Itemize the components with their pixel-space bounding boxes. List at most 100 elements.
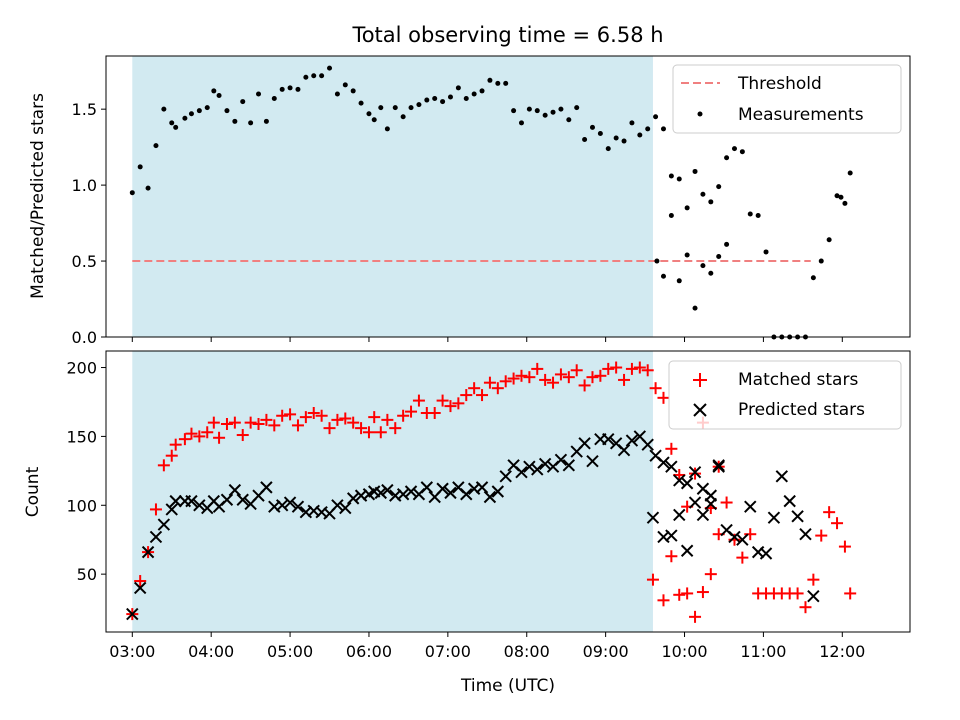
measurement-point	[589, 124, 595, 130]
y-tick-label: 100	[66, 496, 97, 515]
predicted-star-marker	[228, 483, 242, 497]
matched-star-marker	[134, 575, 147, 588]
measurement-point	[196, 108, 202, 114]
measurement-point	[747, 211, 753, 217]
legend-threshold-label: Threshold	[737, 74, 822, 94]
measurement-point	[295, 86, 301, 92]
measurement-point	[455, 85, 461, 91]
matched-star-marker	[307, 406, 320, 419]
top-y-ticks: 0.0 0.5 1.0 1.5	[72, 100, 106, 347]
predicted-star-marker	[617, 443, 631, 457]
measurement-point	[676, 176, 682, 182]
predicted-star-marker	[499, 470, 512, 483]
matched-star-marker	[405, 405, 418, 418]
measurement-point	[224, 108, 230, 114]
matched-star-marker	[649, 382, 662, 395]
matched-star-marker	[412, 394, 425, 407]
measurement-point	[700, 263, 706, 269]
x-tick-label: 12:00	[819, 642, 865, 661]
predicted-star-marker	[665, 529, 678, 542]
matched-star-marker	[220, 418, 233, 431]
measurement-point	[645, 126, 651, 132]
measurement-point	[654, 258, 660, 264]
measurement-point	[334, 91, 340, 97]
measurement-point	[834, 193, 840, 199]
measurement-point	[311, 73, 317, 79]
predicted-star-marker	[728, 530, 741, 544]
predicted-star-marker	[775, 470, 789, 483]
predicted-star-marker	[646, 511, 660, 524]
predicted-star-marker	[157, 518, 171, 531]
top-legend-box	[672, 64, 902, 134]
matched-star-marker	[720, 496, 733, 509]
predicted-star-marker	[554, 453, 568, 467]
matched-star-marker	[207, 416, 220, 429]
measurement-point	[173, 124, 179, 130]
x-tick-label: 09:00	[583, 642, 629, 661]
predicted-star-marker	[460, 488, 473, 501]
measurement-point	[684, 252, 690, 258]
observing-window-shade-top	[132, 56, 653, 337]
matched-star-marker	[236, 429, 249, 442]
top-legend: Threshold Measurements	[672, 64, 902, 134]
predicted-star-marker	[744, 500, 757, 513]
predicted-star-marker	[291, 500, 305, 513]
predicted-star-marker	[688, 496, 702, 509]
measurement-point	[526, 106, 532, 112]
measurement-point	[358, 100, 364, 106]
matched-star-marker	[193, 430, 206, 443]
measurement-point	[232, 118, 238, 124]
predicted-star-marker	[236, 493, 249, 506]
matched-star-marker	[531, 362, 544, 375]
matched-star-marker	[260, 413, 273, 426]
predicted-star-marker	[538, 457, 552, 471]
predicted-star-marker	[436, 482, 449, 495]
measurement-point	[392, 105, 398, 111]
predicted-star-marker	[586, 454, 599, 468]
measurement-point	[763, 249, 769, 255]
top-axes-frame	[105, 55, 911, 338]
matched-star-marker	[618, 373, 631, 386]
matched-star-marker	[744, 528, 757, 541]
predicted-star-marker	[578, 437, 591, 450]
measurement-point	[660, 126, 666, 132]
measurement-point	[479, 88, 485, 94]
measurement-point	[495, 80, 501, 86]
matched-star-marker	[185, 427, 198, 440]
measurement-point	[847, 170, 853, 176]
measurement-point	[463, 96, 469, 102]
matched-star-marker	[838, 540, 851, 553]
predicted-star-marker	[404, 485, 418, 498]
matched-star-marker	[515, 369, 528, 382]
predicted-star-marker	[420, 481, 434, 494]
bottom-y-ticks: 50 100 150 200	[66, 359, 106, 584]
measurement-point	[842, 200, 848, 206]
measurement-point	[440, 99, 446, 105]
measurement-point	[350, 88, 356, 94]
measurement-point	[724, 155, 730, 161]
x-tick-label: 07:00	[425, 642, 471, 661]
measurement-point	[605, 146, 611, 152]
legend-x-marker	[693, 403, 707, 417]
matched-star-marker	[594, 369, 607, 382]
matched-star-marker	[562, 371, 575, 384]
matched-star-marker	[491, 382, 504, 395]
measurement-point	[700, 191, 706, 197]
matched-star-marker	[570, 364, 583, 377]
y-tick-label: 150	[66, 427, 97, 446]
measurement-point	[271, 96, 277, 102]
measurement-point	[256, 91, 262, 97]
matched-star-marker	[374, 426, 387, 439]
matched-star-marker	[831, 517, 844, 530]
predicted-star-marker	[759, 547, 773, 560]
y-tick-label: 200	[66, 359, 97, 378]
predicted-star-marker	[657, 456, 670, 469]
predicted-star-marker	[381, 483, 394, 497]
measurement-point	[668, 173, 674, 179]
top-x-ticks	[131, 337, 843, 342]
matched-star-marker	[641, 364, 654, 377]
matched-star-marker	[452, 397, 465, 410]
measurement-point	[263, 118, 269, 124]
bottom-legend-box	[668, 360, 902, 430]
measurement-point	[204, 105, 210, 111]
